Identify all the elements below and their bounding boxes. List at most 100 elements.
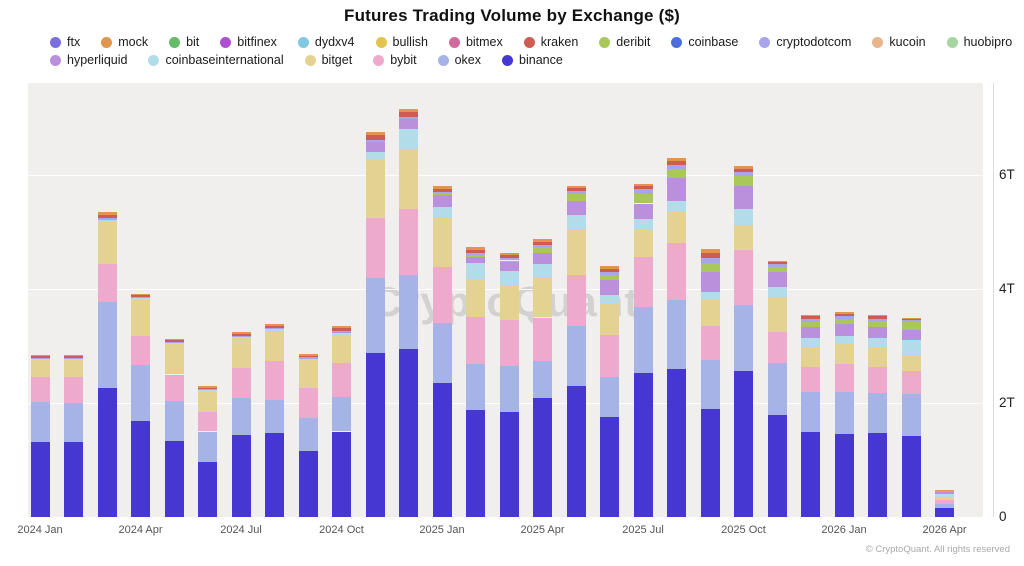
bar-segment-bitget-2024-Jul[interactable] xyxy=(231,338,251,369)
bar-segment-bybit-2025-Jul[interactable] xyxy=(633,257,653,308)
bar-segment-cryptodotcom-2026-Feb[interactable] xyxy=(868,318,887,322)
bar-segment-bitget-2024-Oct[interactable] xyxy=(332,334,351,364)
bar-segment-bitget-2025-Aug[interactable] xyxy=(667,212,686,244)
legend-item-okex[interactable]: okex xyxy=(437,53,481,67)
bar-segment-kraken-2025-Apr[interactable] xyxy=(533,241,552,245)
bar-segment-binance-2026-Apr[interactable] xyxy=(935,508,954,517)
bar-segment-mock-2024-Jun[interactable] xyxy=(198,386,217,388)
bar-segment-mock-2025-Apr[interactable] xyxy=(533,239,552,242)
bar-segment-mock-2024-Mar[interactable] xyxy=(97,212,117,215)
bar-segment-kraken-2024-Apr[interactable] xyxy=(131,295,150,297)
bar-segment-deribit-2026-Mar[interactable] xyxy=(901,322,921,331)
bar-segment-mock-2024-Oct[interactable] xyxy=(332,326,351,329)
bar-segment-mock-2025-May[interactable] xyxy=(566,186,586,189)
bar-segment-okex-2024-May[interactable] xyxy=(164,400,184,442)
bar-segment-cryptodotcom-2025-May[interactable] xyxy=(566,190,586,194)
bar-segment-coinbaseinternational-2024-Oct[interactable] xyxy=(332,332,351,335)
bar-segment-bybit-2024-Aug[interactable] xyxy=(265,360,284,401)
bar-segment-deribit-2025-Nov[interactable] xyxy=(767,266,787,273)
legend-item-bitget[interactable]: bitget xyxy=(304,53,352,67)
bar-segment-cryptodotcom-2024-May[interactable] xyxy=(164,342,184,344)
bar-segment-cryptodotcom-2025-Feb[interactable] xyxy=(466,252,485,255)
bar-segment-mock-2026-Jan[interactable] xyxy=(834,311,854,314)
bar-segment-coinbaseinternational-2025-Jun[interactable] xyxy=(600,294,619,304)
bar-segment-coinbaseinternational-2024-Sep[interactable] xyxy=(298,358,318,360)
bar-segment-coinbaseinternational-2026-Apr[interactable] xyxy=(935,494,954,498)
bar-segment-cryptodotcom-2024-Jun[interactable] xyxy=(198,389,217,391)
bar-segment-coinbaseinternational-2025-Aug[interactable] xyxy=(667,200,686,213)
legend-item-bybit[interactable]: bybit xyxy=(373,53,417,67)
legend-item-deribit[interactable]: deribit xyxy=(599,35,650,49)
bar-segment-bybit-2026-Jan[interactable] xyxy=(834,364,854,392)
bar-segment-okex-2024-Jun[interactable] xyxy=(198,431,217,462)
legend-item-kucoin[interactable]: kucoin xyxy=(872,35,926,49)
bar-segment-deribit-2025-Apr[interactable] xyxy=(533,246,552,253)
bar-segment-bybit-2024-Jun[interactable] xyxy=(198,411,217,432)
bar-segment-coinbaseinternational-2024-Feb[interactable] xyxy=(64,359,83,361)
bar-segment-mock-2024-Apr[interactable] xyxy=(131,293,150,296)
bar-segment-mock-2025-Aug[interactable] xyxy=(667,157,686,161)
bar-segment-hyperliquid-2024-Oct[interactable] xyxy=(332,331,351,333)
bar-segment-hyperliquid-2024-Nov[interactable] xyxy=(365,141,385,153)
bar-segment-coinbaseinternational-2026-Jan[interactable] xyxy=(834,335,854,345)
bar-segment-mock-2024-Nov[interactable] xyxy=(365,132,385,136)
bar-segment-okex-2025-Mar[interactable] xyxy=(499,365,519,412)
bar-segment-coinbaseinternational-2025-Nov[interactable] xyxy=(767,286,787,297)
bar-segment-bitget-2026-Jan[interactable] xyxy=(834,344,854,365)
bar-segment-deribit-2025-May[interactable] xyxy=(566,193,586,201)
bar-segment-deribit-2025-Aug[interactable] xyxy=(667,169,686,178)
bar-segment-okex-2024-Aug[interactable] xyxy=(265,400,284,434)
bar-segment-cryptodotcom-2025-Apr[interactable] xyxy=(533,244,552,247)
bar-segment-kraken-2026-Mar[interactable] xyxy=(901,318,921,321)
bar-segment-cryptodotcom-2024-Mar[interactable] xyxy=(97,217,117,221)
bar-segment-hyperliquid-2026-Feb[interactable] xyxy=(868,326,887,338)
bar-segment-binance-2025-Oct[interactable] xyxy=(734,370,753,517)
bar-segment-deribit-2026-Apr[interactable] xyxy=(935,491,954,493)
bar-segment-hyperliquid-2025-May[interactable] xyxy=(566,200,586,215)
bar-segment-cryptodotcom-2025-Nov[interactable] xyxy=(767,264,787,267)
bar-segment-kraken-2025-Nov[interactable] xyxy=(767,262,787,265)
bar-segment-okex-2024-Jan[interactable] xyxy=(30,401,50,442)
bar-segment-bybit-2026-Feb[interactable] xyxy=(868,367,887,393)
bar-segment-binance-2025-Dec[interactable] xyxy=(801,432,820,517)
bar-segment-deribit-2025-Jul[interactable] xyxy=(633,194,653,204)
bar-segment-bitget-2025-Feb[interactable] xyxy=(466,278,485,317)
bar-segment-kraken-2024-Dec[interactable] xyxy=(399,112,418,117)
bar-segment-bitget-2024-Nov[interactable] xyxy=(365,159,385,218)
bar-segment-coinbaseinternational-2024-Jul[interactable] xyxy=(231,336,251,338)
bar-segment-binance-2024-Feb[interactable] xyxy=(64,441,83,517)
bar-segment-mock-2024-May[interactable] xyxy=(164,339,184,341)
bar-segment-hyperliquid-2025-Jul[interactable] xyxy=(633,203,653,220)
bar-segment-okex-2025-Oct[interactable] xyxy=(734,304,753,371)
legend-item-mock[interactable]: mock xyxy=(101,35,148,49)
bar-segment-binance-2025-Mar[interactable] xyxy=(499,411,519,517)
bar-segment-deribit-2025-Jan[interactable] xyxy=(432,193,452,195)
bar-segment-binance-2024-Dec[interactable] xyxy=(399,348,418,517)
bar-segment-okex-2025-Apr[interactable] xyxy=(533,360,552,398)
bar-segment-cryptodotcom-2026-Mar[interactable] xyxy=(901,320,921,323)
bar-segment-binance-2025-Apr[interactable] xyxy=(533,397,552,517)
bar-segment-kraken-2026-Apr[interactable] xyxy=(935,490,954,491)
bar-segment-binance-2024-Apr[interactable] xyxy=(131,421,150,517)
bar-segment-coinbaseinternational-2024-Jan[interactable] xyxy=(30,359,50,361)
bar-segment-bybit-2024-Oct[interactable] xyxy=(332,363,351,398)
bar-segment-kraken-2025-Dec[interactable] xyxy=(801,316,820,320)
bar-segment-bybit-2025-Jun[interactable] xyxy=(600,334,619,378)
bar-segment-bybit-2026-Mar[interactable] xyxy=(901,370,921,395)
bar-segment-bitget-2024-May[interactable] xyxy=(164,344,184,375)
legend-item-bullish[interactable]: bullish xyxy=(375,35,428,49)
bar-segment-binance-2026-Feb[interactable] xyxy=(868,432,887,517)
bar-segment-bitget-2025-Nov[interactable] xyxy=(767,296,787,333)
bar-segment-cryptodotcom-2024-Jan[interactable] xyxy=(30,357,50,360)
bar-segment-deribit-2025-Dec[interactable] xyxy=(801,322,820,327)
bar-segment-binance-2025-Nov[interactable] xyxy=(767,414,787,517)
bar-segment-bitget-2025-Dec[interactable] xyxy=(801,346,820,367)
bar-segment-cryptodotcom-2024-Feb[interactable] xyxy=(64,357,83,360)
bar-segment-coinbaseinternational-2025-Apr[interactable] xyxy=(533,263,552,278)
bar-segment-cryptodotcom-2024-Nov[interactable] xyxy=(365,139,385,142)
bar-segment-bybit-2025-Nov[interactable] xyxy=(767,332,787,363)
bar-segment-cryptodotcom-2025-Oct[interactable] xyxy=(734,172,753,177)
bar-segment-cryptodotcom-2025-Dec[interactable] xyxy=(801,319,820,323)
bar-segment-bybit-2024-Sep[interactable] xyxy=(298,388,318,419)
bar-segment-bitget-2024-Feb[interactable] xyxy=(64,360,83,378)
